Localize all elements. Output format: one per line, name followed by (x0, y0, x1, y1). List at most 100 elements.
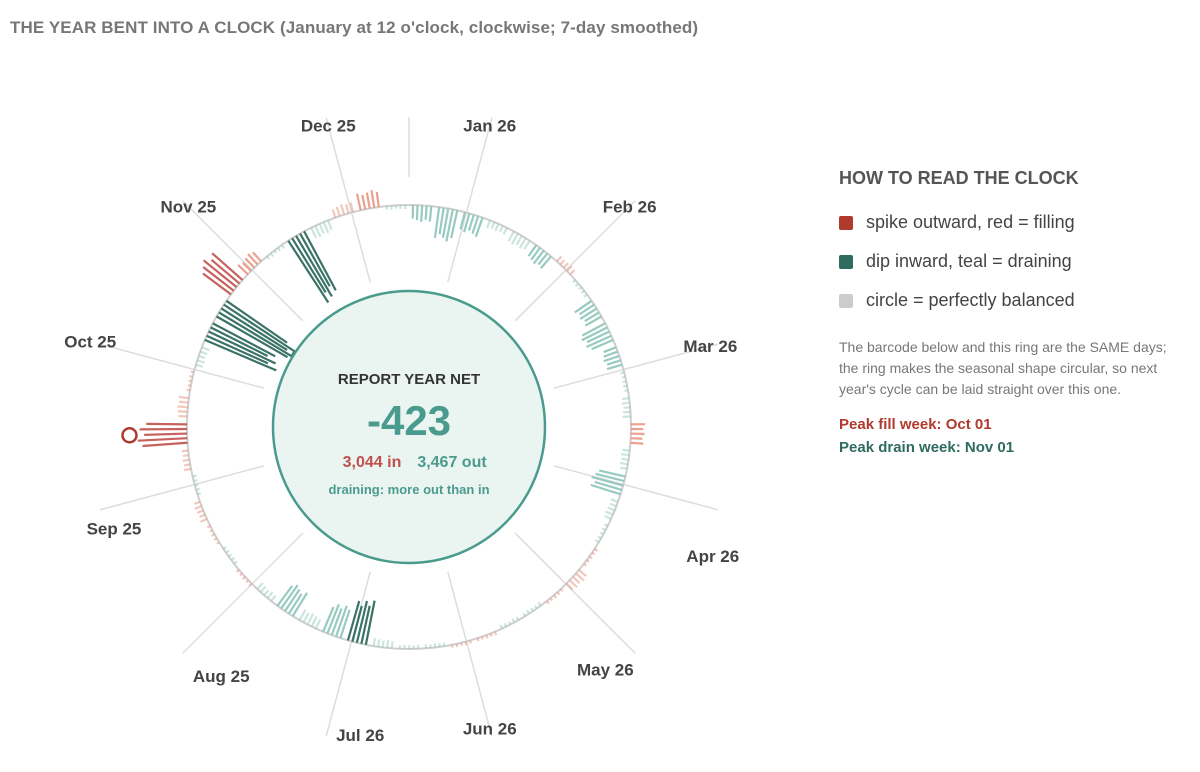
month-spoke (325, 571, 371, 737)
center-status: draining: more out than in (328, 482, 489, 497)
week-bar (196, 359, 206, 364)
week-bar (187, 384, 192, 387)
week-bar (372, 637, 377, 647)
week-bar (390, 641, 394, 649)
month-label: Dec 25 (301, 117, 356, 136)
week-bar (256, 582, 264, 590)
week-bar (562, 262, 569, 269)
week-bar (223, 303, 297, 353)
week-bar (364, 600, 376, 645)
week-bar (460, 642, 463, 647)
week-bar (183, 467, 192, 472)
week-bar (603, 350, 619, 358)
week-bar (590, 483, 621, 496)
week-bar (580, 289, 585, 294)
month-spoke (447, 571, 493, 737)
week-bar (242, 261, 252, 272)
week-bar (222, 546, 227, 550)
week-bar (532, 249, 545, 265)
center-in-value: 3,044 in (343, 454, 402, 471)
center-disc (271, 289, 547, 565)
week-bar (502, 227, 508, 235)
week-bar (467, 214, 475, 232)
week-bar (490, 221, 496, 229)
week-bar (263, 589, 270, 596)
week-bar (326, 603, 340, 634)
week-bar (361, 194, 367, 210)
week-bar (572, 576, 581, 584)
week-bar (559, 259, 566, 266)
week-bar (507, 230, 515, 242)
week-bar (594, 539, 600, 544)
week-bar (182, 458, 190, 462)
week-bar (194, 483, 199, 487)
week-bar (355, 193, 362, 211)
month-label: Nov 25 (161, 197, 217, 216)
week-bar (314, 618, 322, 630)
week-bar (310, 227, 318, 239)
week-bar (266, 591, 274, 599)
week-bar (245, 579, 250, 584)
week-bar (471, 215, 480, 235)
week-bar (220, 307, 288, 351)
month-label: Sep 25 (87, 520, 142, 539)
week-bar (607, 506, 616, 512)
week-bar (572, 279, 577, 284)
week-bar (335, 206, 341, 217)
week-bar (622, 380, 627, 384)
month-spoke (325, 117, 371, 283)
week-bar (339, 609, 351, 639)
week-bar (276, 585, 294, 607)
drain-swatch-icon (839, 254, 853, 269)
week-bar (494, 223, 500, 232)
week-bar (588, 555, 593, 560)
center-caption: REPORT YEAR NET (338, 371, 480, 388)
month-spoke (182, 200, 304, 322)
week-bar (620, 371, 625, 375)
week-bar (215, 315, 289, 359)
week-bar (284, 588, 301, 612)
week-bar (526, 609, 531, 615)
week-bar (579, 307, 598, 320)
week-bar (459, 211, 467, 230)
week-bar (355, 600, 369, 644)
week-bar (322, 606, 335, 633)
month-spoke (99, 343, 265, 389)
week-bar (620, 466, 628, 470)
week-bar (340, 204, 346, 216)
week-bar (252, 251, 262, 263)
week-bar (270, 594, 277, 602)
week-bar (199, 350, 208, 356)
week-bar (351, 605, 363, 642)
week-bar (233, 560, 238, 565)
week-bar (598, 469, 626, 478)
week-bar (248, 582, 253, 587)
week-bar (568, 579, 578, 589)
week-bar (476, 637, 480, 642)
week-bar (441, 208, 450, 239)
week-bar (606, 359, 622, 366)
week-bar (331, 208, 337, 218)
week-bar (464, 641, 468, 646)
week-bar (424, 205, 428, 220)
week-bar (322, 221, 330, 234)
balance-swatch-icon (839, 293, 853, 308)
week-bar (574, 282, 580, 287)
week-bar (537, 252, 549, 266)
week-bar (515, 235, 523, 246)
week-bar (621, 457, 629, 461)
week-bar (604, 510, 614, 516)
week-bar (593, 547, 599, 552)
week-bar (196, 509, 204, 514)
week-bar (533, 605, 538, 610)
week-bar (202, 266, 235, 292)
legend-note: The barcode below and this ring are the … (839, 339, 1167, 397)
week-bar (527, 244, 538, 257)
week-bar (179, 400, 189, 404)
week-bar (463, 213, 471, 233)
week-bar (578, 303, 595, 316)
week-bar (489, 633, 493, 637)
legend-title: HOW TO READ THE CLOCK (839, 168, 1079, 188)
week-bar (559, 588, 564, 592)
week-bar (302, 612, 310, 623)
